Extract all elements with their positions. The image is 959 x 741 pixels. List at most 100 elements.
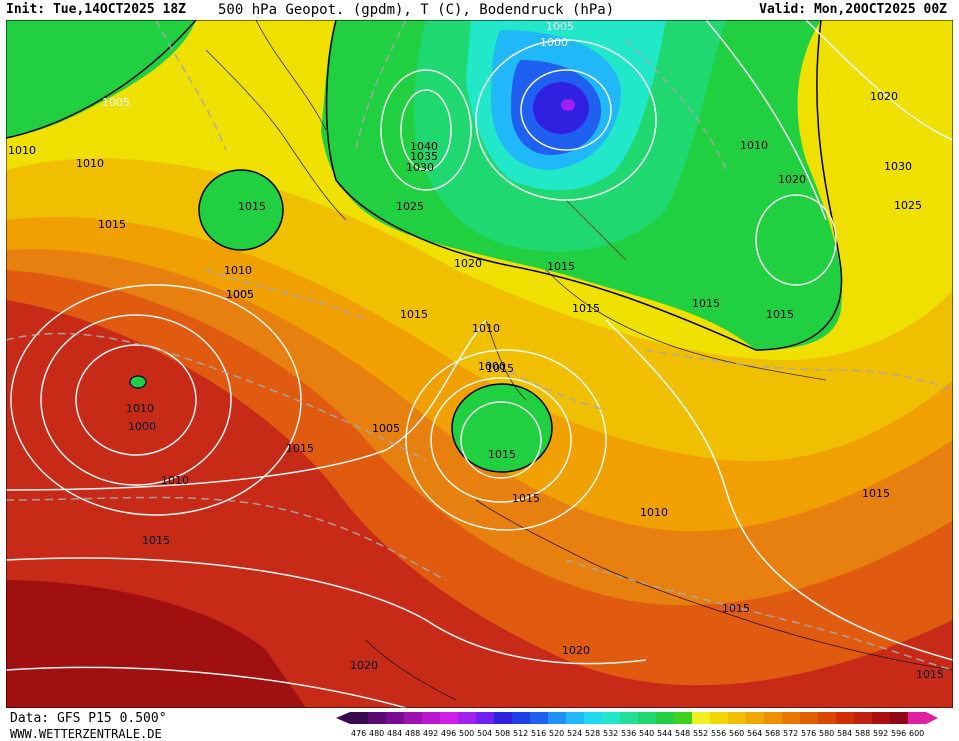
- legend-value: 504: [477, 729, 492, 738]
- legend-swatch: [638, 712, 656, 724]
- legend-swatch: [890, 712, 908, 724]
- isobar-label: 1005: [372, 422, 400, 435]
- isobar-label: 1005: [226, 288, 254, 301]
- legend-value: 596: [891, 729, 906, 738]
- init-time: Init: Tue,14OCT2025 18Z: [6, 2, 187, 17]
- isobar-label: 1005: [226, 288, 254, 301]
- legend-value: 560: [729, 729, 744, 738]
- fill-blue-core: [533, 82, 589, 134]
- legend-value: 536: [621, 729, 636, 738]
- legend-swatch: [404, 712, 422, 724]
- legend-swatch: [602, 712, 620, 724]
- legend-value: 512: [513, 729, 528, 738]
- legend-value: 544: [657, 729, 672, 738]
- site-url: WWW.WETTERZENTRALE.DE: [10, 727, 162, 741]
- legend-value: 516: [531, 729, 546, 738]
- legend-swatch: [818, 712, 836, 724]
- fill-green-nw: [6, 20, 196, 138]
- legend-swatch: [350, 712, 368, 724]
- legend-value: 500: [459, 729, 474, 738]
- isobar-label: 1010: [740, 139, 768, 152]
- map-title: 500 hPa Geopot. (gpdm), T (C), Bodendruc…: [218, 2, 615, 18]
- isobar-label: 1010: [472, 322, 500, 335]
- isobar-label: 1015: [98, 218, 126, 231]
- legend-value: 484: [387, 729, 402, 738]
- legend-swatch: [674, 712, 692, 724]
- isobar-label: 1015: [916, 668, 944, 681]
- color-legend: 476 480 484 488 492 496 500 504 508 512 516 520 524 5…: [336, 712, 938, 738]
- isobar-label: 1010: [126, 402, 154, 415]
- legend-swatch: [764, 712, 782, 724]
- legend-swatch: [458, 712, 476, 724]
- isobar-label: 1015: [512, 492, 540, 505]
- legend-swatch: [530, 712, 548, 724]
- map-footer: Data: GFS P15 0.500° WWW.WETTERZENTRALE.…: [0, 708, 959, 741]
- legend-value: 528: [585, 729, 600, 738]
- legend-value: 520: [549, 729, 564, 738]
- isobar-label: 1015: [488, 448, 516, 461]
- isobar-label: 1025: [894, 199, 922, 212]
- isobar-label: 1015: [142, 534, 170, 547]
- isobar-label: 1000: [540, 36, 568, 49]
- isobar-label: 1010: [161, 474, 189, 487]
- legend-swatch: [620, 712, 638, 724]
- legend-value: 508: [495, 729, 510, 738]
- isobar-label: 1015: [722, 602, 750, 615]
- isobar-label: 1010: [224, 264, 252, 277]
- fill-green-low-biscay: [452, 384, 552, 472]
- weather-map: 1005 1000 1005 1010 1010 1015 1015 1010 …: [6, 20, 953, 708]
- legend-swatch: [746, 712, 764, 724]
- isobar-label: 1020: [562, 644, 590, 657]
- isobar-label: 1040: [410, 140, 438, 153]
- legend-swatch: [566, 712, 584, 724]
- legend-value: 488: [405, 729, 420, 738]
- isobar-label: 1005: [546, 20, 574, 33]
- legend-swatch: [908, 712, 926, 724]
- legend-value: 556: [711, 729, 726, 738]
- legend-swatch: [422, 712, 440, 724]
- legend-value: 568: [765, 729, 780, 738]
- legend-swatch: [584, 712, 602, 724]
- legend-swatch: [728, 712, 746, 724]
- legend-swatch: [440, 712, 458, 724]
- legend-value: 540: [639, 729, 654, 738]
- legend-swatch: [782, 712, 800, 724]
- legend-value: 496: [441, 729, 456, 738]
- legend-low-arrow: [336, 712, 350, 724]
- isobar-label: 1005: [102, 96, 130, 109]
- legend-value: 480: [369, 729, 384, 738]
- legend-value: 588: [855, 729, 870, 738]
- legend-value: 524: [567, 729, 582, 738]
- legend-value: 552: [693, 729, 708, 738]
- isobar-label: 1015: [547, 260, 575, 273]
- isobar-label: 1035: [410, 150, 438, 163]
- legend-swatch: [386, 712, 404, 724]
- legend-value: 584: [837, 729, 852, 738]
- isobar-label: 1020: [870, 90, 898, 103]
- valid-time: Valid: Mon,20OCT2025 00Z: [759, 2, 947, 17]
- isobar-label: 1000: [128, 420, 156, 433]
- legend-swatch: [512, 712, 530, 724]
- legend-swatch: [854, 712, 872, 724]
- isobar-label: 1030: [884, 160, 912, 173]
- legend-swatch: [494, 712, 512, 724]
- isobar-label: 1015: [238, 200, 266, 213]
- isobar-label: 1020: [350, 659, 378, 672]
- data-source: Data: GFS P15 0.500°: [10, 711, 167, 726]
- legend-value: 600: [909, 729, 924, 738]
- legend-value: 576: [801, 729, 816, 738]
- isobar-label: 1020: [454, 257, 482, 270]
- isobar-label: 1015: [572, 302, 600, 315]
- isobar-label: 1015: [692, 297, 720, 310]
- legend-swatch: [872, 712, 890, 724]
- isobar-label: 1015: [400, 308, 428, 321]
- isobar-label: 1020: [778, 173, 806, 186]
- legend-swatch: [710, 712, 728, 724]
- legend-swatch: [368, 712, 386, 724]
- legend-value: 548: [675, 729, 690, 738]
- legend-value: 572: [783, 729, 798, 738]
- fill-green-low-atlantic: [130, 376, 146, 388]
- fill-green-low-greenland: [199, 170, 283, 250]
- legend-value: 592: [873, 729, 888, 738]
- isobar-label: 1010: [76, 157, 104, 170]
